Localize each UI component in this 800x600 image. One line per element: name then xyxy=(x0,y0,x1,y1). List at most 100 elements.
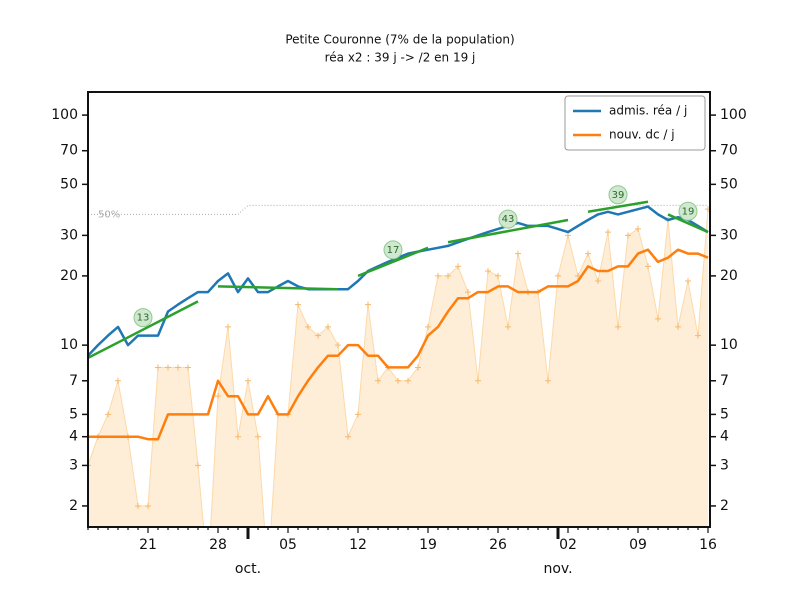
raw-marker xyxy=(315,332,321,339)
x-tick-label: 12 xyxy=(349,537,367,553)
y-tick-label: 10 xyxy=(60,337,78,353)
x-tick-label: 28 xyxy=(209,537,227,553)
raw-marker xyxy=(605,229,611,236)
y-tick-label: 5 xyxy=(69,406,78,422)
raw-marker xyxy=(135,502,141,509)
raw-marker xyxy=(355,411,361,418)
trend-badge xyxy=(133,308,153,328)
y-tick-label: 3 xyxy=(69,457,78,473)
raw-marker xyxy=(495,272,501,279)
raw-marker xyxy=(115,377,121,384)
series-line xyxy=(88,248,709,441)
raw-marker xyxy=(345,433,351,440)
raw-marker xyxy=(485,268,491,275)
y-tick-label: 2 xyxy=(69,498,78,514)
raw-marker xyxy=(245,377,251,384)
trend-line xyxy=(587,200,649,213)
raw-marker xyxy=(675,323,681,330)
trend-badge xyxy=(383,240,403,260)
raw-area xyxy=(88,209,708,527)
raw-marker xyxy=(405,377,411,384)
raw-marker xyxy=(475,377,481,384)
y2-tick-label: 7 xyxy=(720,373,729,389)
raw-marker xyxy=(635,225,641,232)
y-tick-label: 20 xyxy=(60,268,78,284)
legend-box xyxy=(564,95,706,151)
raw-marker xyxy=(555,272,561,279)
raw-marker xyxy=(165,364,171,371)
y-tick-label: 70 xyxy=(60,143,78,159)
raw-marker xyxy=(225,323,231,330)
raw-marker xyxy=(615,323,621,330)
x-tick-label: 21 xyxy=(139,537,157,553)
x-tick-label: 16 xyxy=(699,537,717,553)
raw-marker xyxy=(205,572,211,578)
raw-marker xyxy=(105,411,111,418)
raw-marker xyxy=(335,342,341,349)
trend-line xyxy=(357,246,429,278)
x-tick-label: 05 xyxy=(279,537,297,553)
x-tick-label: 19 xyxy=(419,537,437,553)
raw-marker xyxy=(595,278,601,285)
raw-marker xyxy=(705,206,710,213)
raw-marker xyxy=(235,433,241,440)
raw-marker xyxy=(685,278,691,285)
plot-area xyxy=(88,200,710,578)
trend-label: 17 xyxy=(387,245,400,256)
y2-tick-label: 5 xyxy=(720,406,729,422)
raw-marker xyxy=(145,502,151,509)
raw-marker xyxy=(215,393,221,400)
raw-marker xyxy=(305,323,311,330)
raw-marker xyxy=(645,263,651,270)
raw-marker xyxy=(435,272,441,279)
raw-marker xyxy=(175,364,181,371)
y2-tick-label: 70 xyxy=(720,143,738,159)
trend-line xyxy=(88,300,199,360)
raw-marker xyxy=(295,301,301,308)
raw-marker xyxy=(375,377,381,384)
y2-tick-label: 10 xyxy=(720,337,738,353)
trend-label: 43 xyxy=(502,214,515,225)
raw-marker xyxy=(185,364,191,371)
legend-label: nouv. dc / j xyxy=(609,128,675,142)
trend-line xyxy=(667,213,709,234)
raw-marker xyxy=(195,462,201,469)
y-tick-label: 30 xyxy=(60,227,78,243)
trend-badge xyxy=(608,185,628,205)
y2-tick-label: 100 xyxy=(720,107,747,123)
raw-marker xyxy=(395,377,401,384)
raw-marker xyxy=(505,323,511,330)
trend-line xyxy=(447,218,569,244)
y-tick-label: 7 xyxy=(69,373,78,389)
x-tick-label: 26 xyxy=(489,537,507,553)
raw-marker xyxy=(515,250,521,257)
raw-marker xyxy=(465,289,471,296)
raw-marker xyxy=(365,301,371,308)
trend-label: 19 xyxy=(682,206,695,217)
raw-marker xyxy=(545,377,551,384)
y2-tick-label: 50 xyxy=(720,176,738,192)
raw-marker xyxy=(255,433,261,440)
month-label: nov. xyxy=(543,561,572,577)
trend-badge xyxy=(678,201,698,221)
y-tick-label: 4 xyxy=(69,429,78,445)
trend-label: 13 xyxy=(137,313,150,324)
month-label: oct. xyxy=(235,561,261,577)
chart-title: Petite Couronne (7% de la population) xyxy=(285,33,514,47)
raw-marker xyxy=(415,364,421,371)
reference-label: 50% xyxy=(98,209,120,220)
x-tick-label: 09 xyxy=(629,537,647,553)
y2-tick-label: 20 xyxy=(720,268,738,284)
trend-label: 39 xyxy=(612,190,625,201)
y2-tick-label: 30 xyxy=(720,227,738,243)
raw-marker xyxy=(325,323,331,330)
x-tick-label: 02 xyxy=(559,537,577,553)
raw-marker xyxy=(695,332,701,339)
raw-marker xyxy=(445,272,451,279)
y-tick-label: 100 xyxy=(51,107,78,123)
legend-label: admis. réa / j xyxy=(609,104,687,118)
raw-marker xyxy=(455,263,461,270)
chart-subtitle: réa x2 : 39 j -> /2 en 19 j xyxy=(325,51,476,65)
trend-line xyxy=(217,285,339,291)
